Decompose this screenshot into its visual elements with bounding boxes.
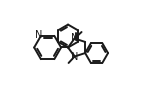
Text: N: N	[71, 52, 79, 62]
Text: N: N	[71, 33, 79, 43]
Text: N: N	[35, 30, 43, 40]
